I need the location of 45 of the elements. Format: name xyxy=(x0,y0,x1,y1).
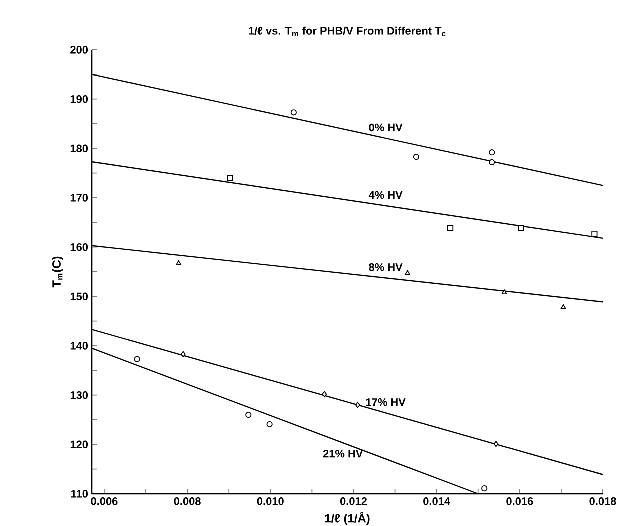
y-tick-label: 180 xyxy=(70,144,88,153)
point xyxy=(560,304,566,310)
y-tick-label: 200 xyxy=(70,46,88,54)
x-tick-label: 0.012 xyxy=(340,498,368,506)
point xyxy=(518,225,524,232)
point xyxy=(482,486,488,492)
y-tick-label: 130 xyxy=(70,391,88,400)
y-tick-label: 110 xyxy=(71,490,88,498)
point xyxy=(246,412,252,418)
series-label: 0% HV xyxy=(369,124,403,132)
y-axis-title: T$_{m}$(C) xyxy=(52,256,64,288)
point xyxy=(413,154,420,160)
y-tick-label: 140 xyxy=(70,342,88,350)
y-tick-label: 150 xyxy=(70,292,88,301)
series-label: 21% HV xyxy=(323,450,364,458)
y-tick-label: 160 xyxy=(70,243,88,252)
x-tick-label: 0.014 xyxy=(424,498,450,506)
point xyxy=(355,402,360,408)
x-tick-label: 0.006 xyxy=(91,498,118,506)
point xyxy=(592,230,598,238)
point xyxy=(227,175,234,182)
y-tick-label: 190 xyxy=(70,95,88,104)
series-label: 4% HV xyxy=(368,191,403,200)
chart-title: 1/ℓ vs. T$_{m}$ for PHB/V From Different T$_{c}$ xyxy=(249,26,446,37)
point xyxy=(290,110,297,116)
point xyxy=(134,356,140,362)
point xyxy=(489,150,496,156)
point xyxy=(322,391,328,398)
y-tick-label: 170 xyxy=(70,194,88,202)
point xyxy=(266,421,273,428)
point xyxy=(405,270,410,276)
point xyxy=(447,225,454,232)
series-label: 8% HV xyxy=(369,264,403,272)
point xyxy=(494,441,499,448)
point xyxy=(489,159,496,166)
x-axis-title: 1/ℓ (1/Å) xyxy=(325,512,370,526)
series-label: 17% HV xyxy=(366,398,406,406)
point xyxy=(502,290,508,294)
x-tick-label: 0.008 xyxy=(174,498,201,506)
x-tick-label: 0.010 xyxy=(257,498,284,506)
y-tick-label: 120 xyxy=(70,440,88,449)
x-tick-label: 0.016 xyxy=(506,498,534,506)
x-tick-label: 0.018 xyxy=(590,498,616,506)
point xyxy=(176,260,182,266)
point xyxy=(181,351,186,358)
